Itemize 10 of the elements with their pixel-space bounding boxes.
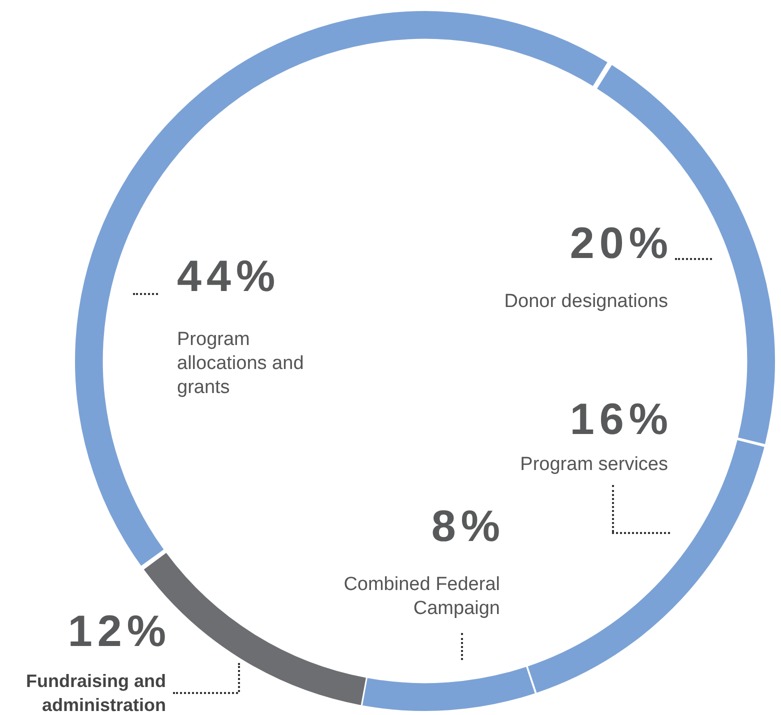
data-label: 20% <box>570 219 673 268</box>
slice-label: Program allocations and grants <box>177 328 305 400</box>
data-label: 12% <box>68 607 171 656</box>
slice-label: Donor designations <box>503 290 668 314</box>
slice-label: Fundraising and administration <box>24 670 166 715</box>
data-label: 44% <box>177 252 280 301</box>
slice-label: Program services <box>519 453 668 477</box>
data-label: 8% <box>431 502 505 551</box>
slice-label: Combined Federal Campaign <box>342 573 500 621</box>
data-label: 16% <box>570 395 673 444</box>
